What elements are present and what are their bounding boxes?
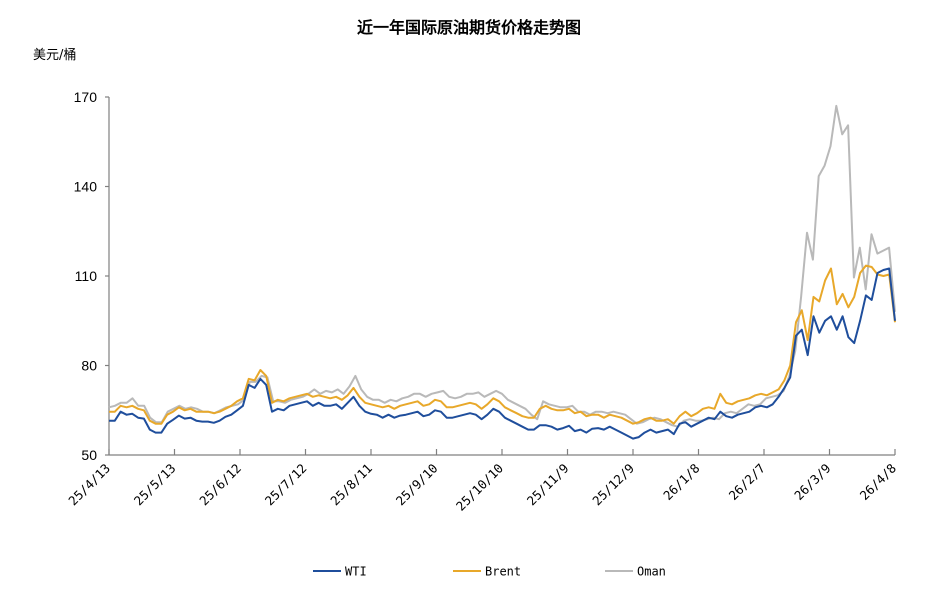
y-tick-label: 170 [74,89,98,105]
y-tick-label: 140 [74,179,98,195]
x-tick-label: 25/5/13 [131,461,179,509]
legend: WTI Brent Oman [313,565,666,579]
legend-item-oman: Oman [605,565,666,579]
legend-label: Brent [485,565,521,579]
series-line-brent [109,264,896,425]
legend-label: Oman [637,565,666,579]
x-tick-label: 26/4/8 [857,461,900,504]
chart-title: 近一年国际原油期货价格走势图 [356,18,581,37]
series-line-oman [108,104,896,428]
x-tick-label: 25/6/12 [196,461,244,509]
plot-area [108,104,896,440]
x-tick-label: 25/10/10 [453,461,506,514]
legend-label: WTI [345,565,367,579]
x-tick-label: 25/9/10 [393,461,441,509]
y-tick-label: 50 [81,447,97,463]
x-tick-label: 26/1/8 [660,461,703,504]
y-axis-unit: 美元/桶 [33,48,77,63]
x-tick-label: 25/12/9 [589,461,637,509]
y-tick-label: 110 [75,268,98,284]
x-tick-label: 25/11/9 [524,461,572,509]
x-tick-label: 25/8/11 [327,461,375,509]
series-line-wti [109,267,896,440]
x-tick-label: 26/3/9 [791,461,834,504]
axes: 50 80 110 140 170 25/4/13 25/5/13 25/6/12 25/7/1… [65,89,899,514]
legend-item-brent: Brent [453,565,521,579]
x-tick-label: 25/7/12 [262,461,310,509]
legend-item-wti: WTI [313,565,367,579]
y-tick-label: 80 [81,358,97,374]
x-tick-label: 25/4/13 [65,461,113,509]
x-tick-label: 26/2/7 [726,461,769,504]
